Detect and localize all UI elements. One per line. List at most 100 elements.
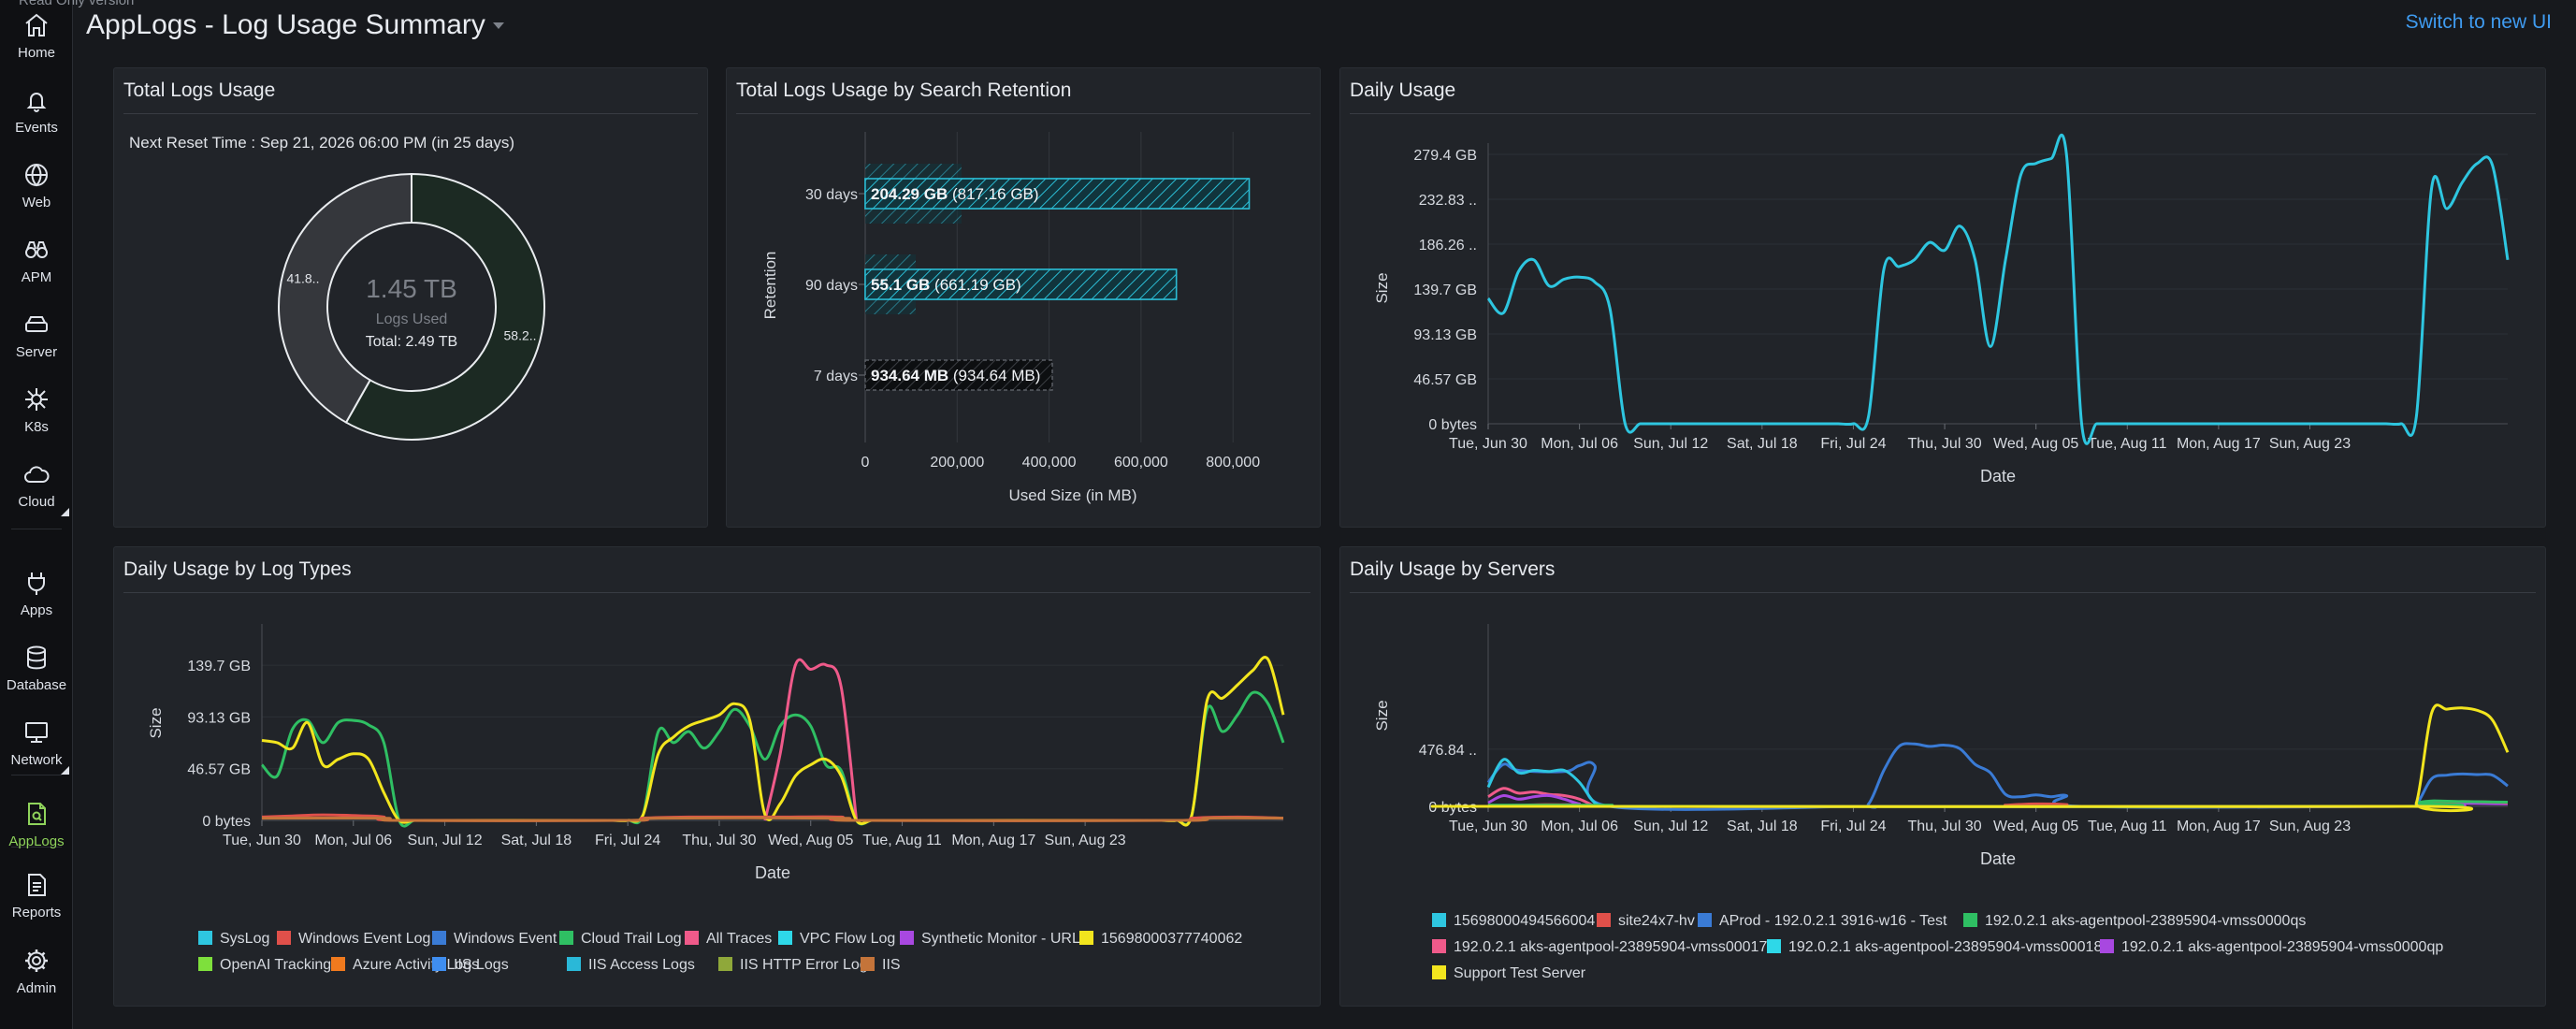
gear-icon <box>22 947 51 975</box>
legend-label: Windows Event <box>454 931 557 947</box>
legend-swatch <box>559 931 573 945</box>
x-tick-label: Mon, Aug 17 <box>2177 819 2261 834</box>
y-tick-label: 279.4 GB <box>1413 148 1477 164</box>
sidebar-item-applogs[interactable]: AppLogs <box>0 789 73 860</box>
sidebar-item-k8s[interactable]: K8s <box>0 374 73 445</box>
legend-label: OpenAI Tracking <box>220 957 331 973</box>
page-title: AppLogs - Log Usage Summary <box>86 9 485 40</box>
donut-center-value: 1.45 TB <box>366 274 457 303</box>
report-icon <box>22 871 51 899</box>
legend-swatch <box>2100 939 2114 953</box>
legend-swatch <box>277 931 291 945</box>
legend-swatch <box>778 931 792 945</box>
y-tick-label: 232.83 .. <box>1419 193 1477 209</box>
x-tick-label: Mon, Aug 17 <box>2177 436 2261 452</box>
retention-bar-chart: 0 200,000 400,000 600,000 800,000 Used Size (… <box>761 132 1260 504</box>
legend-label: Synthetic Monitor - URL <box>921 931 1080 947</box>
x-tick-label: Wed, Aug 05 <box>1993 436 2078 452</box>
sidebar-item-label: Reports <box>11 904 62 920</box>
binoculars-icon <box>22 236 51 264</box>
legend-swatch <box>198 931 212 945</box>
y-axis-title: Size <box>1373 272 1391 303</box>
x-axis-title: Date <box>1980 467 2016 486</box>
x-tick-label: Mon, Jul 06 <box>1541 819 1618 834</box>
x-tick-label: 400,000 <box>1022 455 1077 471</box>
legend-swatch <box>1432 965 1446 979</box>
x-tick-label: Thu, Jul 30 <box>1907 436 1981 452</box>
y-axis-title: Size <box>147 707 165 738</box>
legend-label: Azure Activity Logs <box>353 957 479 973</box>
x-tick-label: Tue, Jun 30 <box>1449 819 1527 834</box>
sidebar-item-server[interactable]: Server <box>0 299 73 370</box>
top-bar: AppLogs - Log Usage Summary Switch to ne… <box>73 0 2576 52</box>
panel-title: Total Logs Usage <box>123 80 276 101</box>
legend-swatch <box>718 957 732 971</box>
y-tick-label: 186.26 .. <box>1419 238 1477 254</box>
panel-divider <box>1350 592 2536 593</box>
monitor-icon <box>22 718 51 746</box>
series-line <box>1486 742 2509 811</box>
x-tick-label: Tue, Aug 11 <box>2088 819 2167 834</box>
legend-swatch <box>432 931 446 945</box>
daily-usage-by-log-types-panel: Daily Usage by Log Types 0 bytes 46.57 GB… <box>113 546 1321 1007</box>
next-reset-time: Next Reset Time : Sep 21, 2026 06:00 PM … <box>129 134 514 152</box>
sidebar-item-cloud[interactable]: Cloud <box>0 449 73 520</box>
x-tick-label: Sun, Aug 23 <box>2269 819 2351 834</box>
legend-label: IIS Access Logs <box>588 957 695 973</box>
daily-usage-line-chart: 0 bytes 46.57 GB 93.13 GB 139.7 GB 186.26 ..… <box>1373 134 2510 486</box>
applogs-icon <box>22 800 51 828</box>
sidebar-item-home[interactable]: Home <box>0 0 73 71</box>
sidebar-nav: Read Only version Home Events Web APM Server… <box>0 0 134 1029</box>
x-tick-label: 200,000 <box>930 455 984 471</box>
sidebar-item-apm[interactable]: APM <box>0 225 73 296</box>
legend-swatch <box>1698 913 1712 927</box>
series-line <box>1486 758 1611 808</box>
sidebar-item-admin[interactable]: Admin <box>0 935 73 1007</box>
sidebar-item-reports[interactable]: Reports <box>0 860 73 931</box>
sidebar-item-network[interactable]: Network <box>0 707 73 778</box>
legend-swatch <box>1432 913 1446 927</box>
switch-to-new-ui-link[interactable]: Switch to new UI <box>2405 11 2552 33</box>
bar-data-label: 204.29 GB (817.16 GB) <box>871 185 1039 203</box>
x-tick-label: Sun, Jul 12 <box>408 833 483 848</box>
legend-swatch <box>432 957 446 971</box>
title-dropdown-caret-icon[interactable] <box>493 22 504 29</box>
x-tick-label: Tue, Aug 11 <box>862 833 942 848</box>
x-tick-label: Tue, Jun 30 <box>1449 436 1527 452</box>
x-tick-label: Sat, Jul 18 <box>1727 436 1798 452</box>
x-axis-title: Date <box>1980 849 2016 868</box>
series-line <box>261 816 1284 822</box>
log-types-line-chart: 0 bytes 46.57 GB 93.13 GB 139.7 GB Tue, Jun … <box>147 624 1285 973</box>
sidebar-item-events[interactable]: Events <box>0 75 73 146</box>
sidebar-item-label: Cloud <box>18 493 55 510</box>
x-tick-label: Sun, Jul 12 <box>1633 436 1708 452</box>
panel-title: Total Logs Usage by Search Retention <box>736 80 1072 101</box>
y-tick-label: 90 days <box>805 278 858 294</box>
nav-separator <box>11 847 62 848</box>
x-tick-label: Sun, Jul 12 <box>1633 819 1708 834</box>
x-axis-title: Used Size (in MB) <box>1009 486 1137 504</box>
panel-title: Daily Usage <box>1350 80 1456 101</box>
sidebar-item-label: Admin <box>16 979 57 996</box>
sidebar-item-apps[interactable]: Apps <box>0 558 73 629</box>
legend-label: All Traces <box>706 931 772 947</box>
x-tick-label: 800,000 <box>1206 455 1260 471</box>
legend-label: 192.0.2.1 aks-agentpool-23895904-vmss000… <box>1454 939 1775 955</box>
bar-data-label: 55.1 GB (661.19 GB) <box>871 276 1021 294</box>
y-tick-label: 93.13 GB <box>187 710 251 726</box>
legend-swatch <box>567 957 581 971</box>
legend-swatch <box>1432 939 1446 953</box>
sidebar-item-database[interactable]: Database <box>0 632 73 703</box>
helm-icon <box>22 385 51 413</box>
y-tick-label: 476.84 .. <box>1419 743 1477 759</box>
usage-by-retention-panel: Total Logs Usage by Search Retention 0 20… <box>726 67 1321 528</box>
panel-divider <box>123 592 1310 593</box>
x-tick-label: Mon, Aug 17 <box>951 833 1035 848</box>
panel-divider <box>123 113 698 114</box>
legend-label: VPC Flow Log <box>800 931 895 947</box>
sidebar-item-label: K8s <box>24 418 49 435</box>
x-tick-label: Mon, Jul 06 <box>1541 436 1618 452</box>
panel-divider <box>1350 113 2536 114</box>
sidebar-item-web[interactable]: Web <box>0 150 73 221</box>
